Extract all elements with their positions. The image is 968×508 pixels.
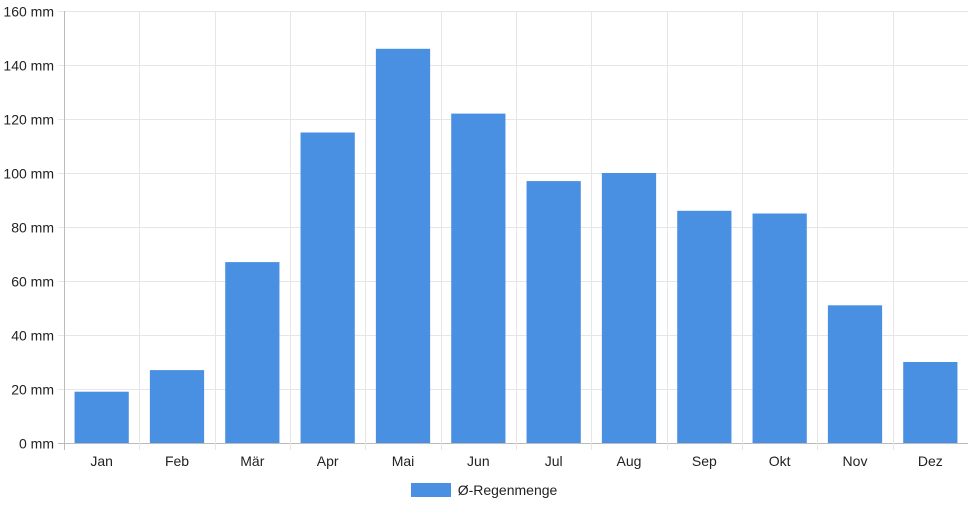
- y-tick-label: 120 mm: [3, 112, 54, 128]
- bar: [903, 362, 958, 443]
- bar: [74, 391, 129, 443]
- y-tick-label: 0 mm: [19, 436, 54, 452]
- x-tick-label: Mai: [392, 453, 415, 469]
- bar: [827, 305, 883, 443]
- bar: [677, 210, 732, 443]
- y-tick-label: 40 mm: [11, 328, 54, 344]
- y-tick-label: 140 mm: [3, 58, 54, 74]
- legend-label: Ø-Regenmenge: [457, 482, 558, 498]
- grid-layer: [58, 11, 968, 450]
- y-tick-label: 100 mm: [3, 166, 54, 182]
- bar: [451, 113, 506, 443]
- y-tick-label: 20 mm: [11, 382, 54, 398]
- x-tick-label: Jun: [467, 453, 490, 469]
- y-tick-label: 80 mm: [11, 220, 54, 236]
- x-tick-label: Feb: [165, 453, 189, 469]
- x-tick-label: Jan: [90, 453, 113, 469]
- bars-layer: [74, 48, 958, 444]
- bar: [149, 370, 205, 443]
- bar: [300, 132, 355, 443]
- x-tick-label: Aug: [617, 453, 642, 469]
- chart-legend: Ø-Regenmenge: [0, 480, 968, 500]
- x-tick-label: Sep: [692, 453, 717, 469]
- bar: [601, 173, 657, 443]
- y-tick-label: 60 mm: [11, 274, 54, 290]
- x-tick-label: Okt: [769, 453, 791, 469]
- axis-layer: 0 mm 20 mm 40 mm 60 mm 80 mm 100 mm 120 mm 140 …: [3, 4, 942, 470]
- x-tick-label: Nov: [843, 453, 868, 469]
- x-tick-label: Jul: [545, 453, 563, 469]
- bar: [225, 262, 280, 443]
- bar: [375, 48, 431, 444]
- y-tick-label: 160 mm: [3, 4, 54, 20]
- legend-item[interactable]: Ø-Regenmenge: [410, 482, 558, 498]
- x-tick-label: Apr: [317, 453, 339, 469]
- bar: [526, 181, 581, 443]
- legend-swatch: [410, 483, 451, 497]
- x-tick-label: Mär: [240, 453, 264, 469]
- bar: [752, 213, 807, 443]
- x-tick-label: Dez: [918, 453, 943, 469]
